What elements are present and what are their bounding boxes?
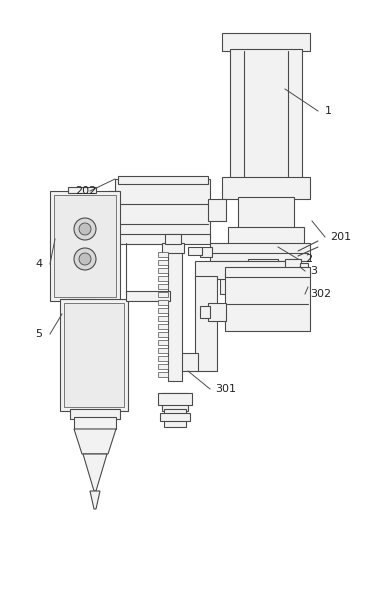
Bar	[126, 291, 170, 301]
Bar	[158, 276, 168, 281]
Bar	[164, 409, 186, 427]
Bar	[162, 393, 188, 411]
Bar	[68, 299, 96, 303]
Bar	[158, 372, 168, 377]
Bar	[220, 276, 290, 294]
Bar	[168, 251, 182, 381]
Text: 1: 1	[325, 106, 332, 116]
Bar	[195, 261, 287, 279]
Bar	[158, 332, 168, 337]
Bar	[160, 413, 190, 421]
Bar	[208, 199, 226, 221]
Bar	[222, 177, 310, 199]
Text: 302: 302	[310, 289, 331, 299]
Text: 4: 4	[35, 259, 42, 269]
Bar	[222, 33, 310, 51]
Bar	[168, 353, 198, 371]
Bar	[188, 247, 202, 255]
Bar	[228, 227, 304, 249]
Bar	[210, 243, 310, 261]
Bar	[64, 303, 124, 407]
Bar	[54, 195, 116, 297]
Polygon shape	[90, 491, 100, 509]
Circle shape	[79, 223, 91, 235]
Bar	[200, 247, 212, 257]
Bar	[158, 268, 168, 273]
Bar	[70, 409, 120, 419]
Text: 201: 201	[330, 232, 351, 242]
Bar	[158, 356, 168, 361]
Text: 2: 2	[305, 254, 312, 264]
Text: 202: 202	[75, 186, 96, 196]
Bar	[158, 308, 168, 313]
Bar	[118, 176, 208, 184]
Bar	[158, 316, 168, 321]
Bar	[238, 197, 294, 229]
Bar	[60, 299, 128, 411]
Bar	[158, 284, 168, 289]
Bar	[300, 263, 308, 277]
Bar	[68, 187, 96, 193]
Text: 301: 301	[215, 384, 236, 394]
Bar	[108, 191, 118, 237]
Bar	[115, 179, 210, 239]
Bar	[158, 292, 168, 297]
Bar	[50, 191, 120, 301]
Polygon shape	[74, 429, 116, 454]
Text: 3: 3	[310, 266, 317, 276]
Bar	[230, 49, 302, 179]
Bar	[158, 340, 168, 345]
Bar	[165, 234, 181, 244]
Bar	[225, 267, 310, 277]
Bar	[285, 259, 301, 281]
Bar	[74, 417, 116, 429]
Text: 5: 5	[35, 329, 42, 339]
Circle shape	[79, 253, 91, 265]
Bar	[158, 252, 168, 257]
Bar	[162, 243, 184, 253]
Circle shape	[74, 248, 96, 270]
Bar	[225, 273, 310, 331]
Circle shape	[74, 218, 96, 240]
Polygon shape	[83, 454, 107, 491]
Bar	[158, 348, 168, 353]
Bar	[158, 364, 168, 369]
Bar	[158, 393, 192, 405]
Bar	[208, 303, 226, 321]
Bar	[248, 259, 278, 279]
Bar	[195, 276, 217, 371]
Bar	[158, 324, 168, 329]
Bar	[158, 300, 168, 305]
Bar	[200, 306, 210, 318]
Bar	[110, 234, 210, 244]
Bar	[158, 260, 168, 265]
